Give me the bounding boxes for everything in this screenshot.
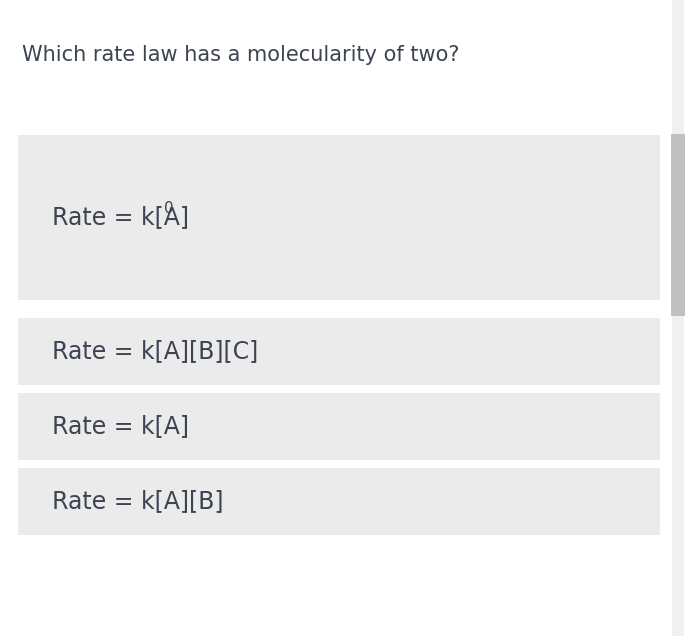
Text: 0: 0 bbox=[164, 200, 174, 216]
FancyBboxPatch shape bbox=[18, 393, 660, 460]
FancyBboxPatch shape bbox=[18, 468, 660, 535]
FancyBboxPatch shape bbox=[672, 0, 684, 636]
Text: Which rate law has a molecularity of two?: Which rate law has a molecularity of two… bbox=[22, 45, 459, 65]
FancyBboxPatch shape bbox=[18, 135, 660, 300]
Text: Rate = k[A][B]: Rate = k[A][B] bbox=[52, 490, 223, 513]
Text: Rate = k[A][B][C]: Rate = k[A][B][C] bbox=[52, 340, 258, 364]
FancyBboxPatch shape bbox=[671, 134, 685, 316]
Text: Rate = k[A]: Rate = k[A] bbox=[52, 205, 189, 230]
Text: Rate = k[A]: Rate = k[A] bbox=[52, 415, 189, 438]
FancyBboxPatch shape bbox=[18, 318, 660, 385]
